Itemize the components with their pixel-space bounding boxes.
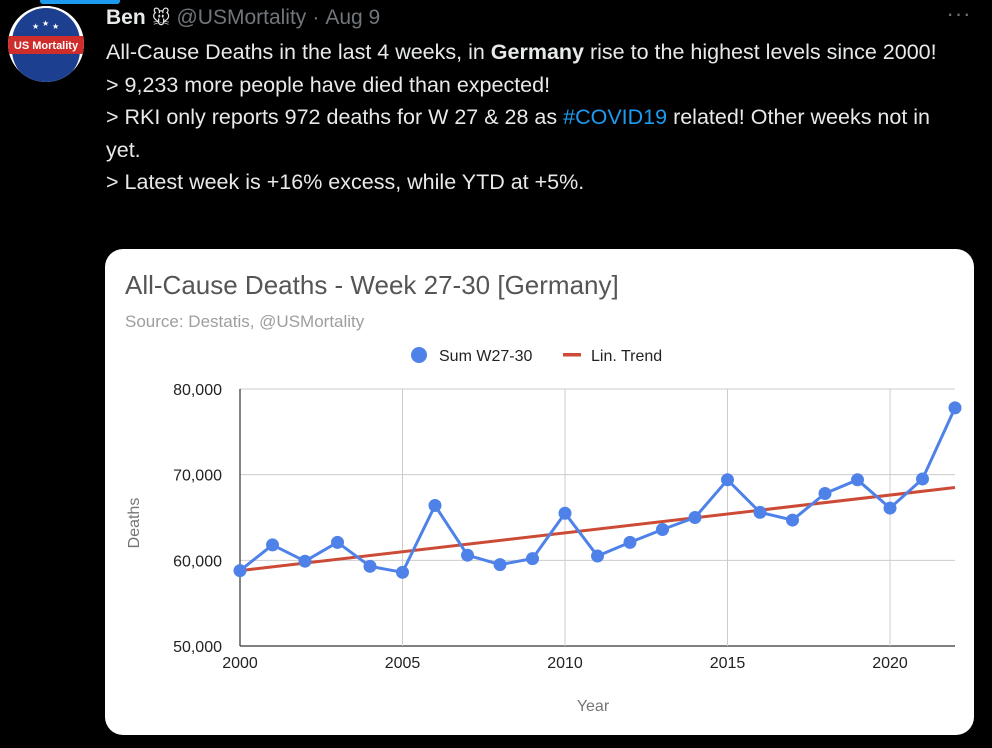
svg-text:★: ★ bbox=[32, 22, 39, 31]
data-point bbox=[266, 538, 279, 552]
chart-subtitle: Source: Destatis, @USMortality bbox=[125, 312, 365, 331]
x-axis-label: Year bbox=[577, 698, 610, 715]
chart-card[interactable]: All-Cause Deaths - Week 27-30 [Germany] … bbox=[105, 249, 974, 735]
data-point bbox=[883, 501, 897, 515]
data-point bbox=[233, 564, 247, 578]
data-point bbox=[591, 549, 604, 563]
data-point bbox=[623, 535, 637, 549]
x-tick-label: 2015 bbox=[710, 655, 746, 672]
data-point bbox=[558, 506, 572, 520]
svg-text:US Mortality: US Mortality bbox=[14, 40, 79, 52]
x-tick-label: 2000 bbox=[222, 655, 258, 672]
tweet-line-3-end: related! Other weeks not in yet. bbox=[106, 105, 931, 162]
data-point bbox=[493, 558, 507, 572]
tweet-line-1: All-Cause Deaths in the last 4 weeks, in… bbox=[106, 36, 966, 69]
tweet-text: All-Cause Deaths in the last 4 weeks, in… bbox=[106, 36, 966, 199]
tweet-line-2: > 9,233 more people have died than expec… bbox=[106, 72, 551, 97]
legend-marker-trend bbox=[563, 353, 581, 357]
series-line bbox=[239, 407, 957, 574]
us-mortality-logo-icon: ★ ★ ★ US Mortality bbox=[8, 6, 84, 82]
data-point bbox=[461, 548, 474, 562]
legend-label-trend: Lin. Trend bbox=[591, 348, 662, 365]
more-options-button[interactable]: ··· bbox=[946, 1, 972, 26]
data-point bbox=[688, 511, 702, 524]
y-tick-label: 80,000 bbox=[173, 382, 222, 399]
x-tick-label: 2005 bbox=[385, 655, 421, 672]
hashtag-link[interactable]: #COVID19 bbox=[563, 105, 668, 129]
author-handle[interactable]: @USMortality bbox=[176, 6, 307, 29]
data-point bbox=[916, 472, 929, 486]
svg-text:★: ★ bbox=[42, 19, 49, 28]
y-axis-label: Deaths bbox=[126, 498, 143, 549]
tweet-line-4: > Latest week is +16% excess, while YTD … bbox=[106, 170, 585, 194]
data-point bbox=[363, 559, 377, 573]
series-layer bbox=[233, 401, 962, 579]
data-point bbox=[721, 473, 734, 487]
tweet-line-3-start: > RKI only reports 972 deaths for W 27 &… bbox=[106, 105, 564, 129]
x-tick-label: 2010 bbox=[547, 655, 583, 672]
x-tick-label: 2020 bbox=[872, 655, 908, 672]
top-accent-bar bbox=[40, 0, 120, 4]
chart-title: All-Cause Deaths - Week 27-30 [Germany] bbox=[125, 270, 619, 300]
tweet-line-1-end: rise to the highest levels since 2000! bbox=[584, 40, 937, 64]
data-point bbox=[786, 513, 799, 527]
data-point bbox=[851, 473, 864, 487]
data-point bbox=[428, 499, 442, 513]
data-point bbox=[526, 552, 539, 566]
data-point bbox=[298, 554, 312, 568]
y-tick-label: 60,000 bbox=[173, 553, 222, 570]
tweet-header: Ben 🐭 @USMortality · Aug 9 bbox=[106, 4, 380, 32]
chart-legend: Sum W27-30 Lin. Trend bbox=[411, 347, 662, 365]
tweet-line-3: > RKI only reports 972 deaths for W 27 &… bbox=[106, 101, 966, 166]
avatar[interactable]: ★ ★ ★ US Mortality bbox=[8, 6, 84, 82]
tweet-bold-germany: Germany bbox=[490, 40, 585, 64]
data-point bbox=[753, 505, 767, 519]
data-point bbox=[396, 565, 409, 579]
data-point bbox=[818, 487, 832, 501]
svg-text:★: ★ bbox=[52, 22, 59, 31]
y-tick-label: 70,000 bbox=[173, 468, 222, 485]
y-tick-label: 50,000 bbox=[173, 639, 222, 656]
line-chart: All-Cause Deaths - Week 27-30 [Germany] … bbox=[125, 270, 962, 715]
mouse-emoji-icon: 🐭 bbox=[151, 7, 171, 28]
author-name[interactable]: Ben bbox=[106, 6, 146, 29]
axes: 50,000 60,000 70,000 80,000 2000 2005 2010 2015… bbox=[173, 382, 908, 672]
legend-label-series: Sum W27-30 bbox=[439, 348, 532, 365]
data-point bbox=[331, 535, 344, 549]
data-point bbox=[948, 401, 962, 415]
tweet-line-1-start: All-Cause Deaths in the last 4 weeks, in bbox=[106, 40, 491, 64]
data-point bbox=[656, 522, 669, 536]
grid bbox=[239, 388, 955, 647]
tweet-date[interactable]: Aug 9 bbox=[325, 6, 381, 29]
legend-marker-series bbox=[411, 347, 427, 363]
separator-dot: · bbox=[312, 6, 320, 29]
